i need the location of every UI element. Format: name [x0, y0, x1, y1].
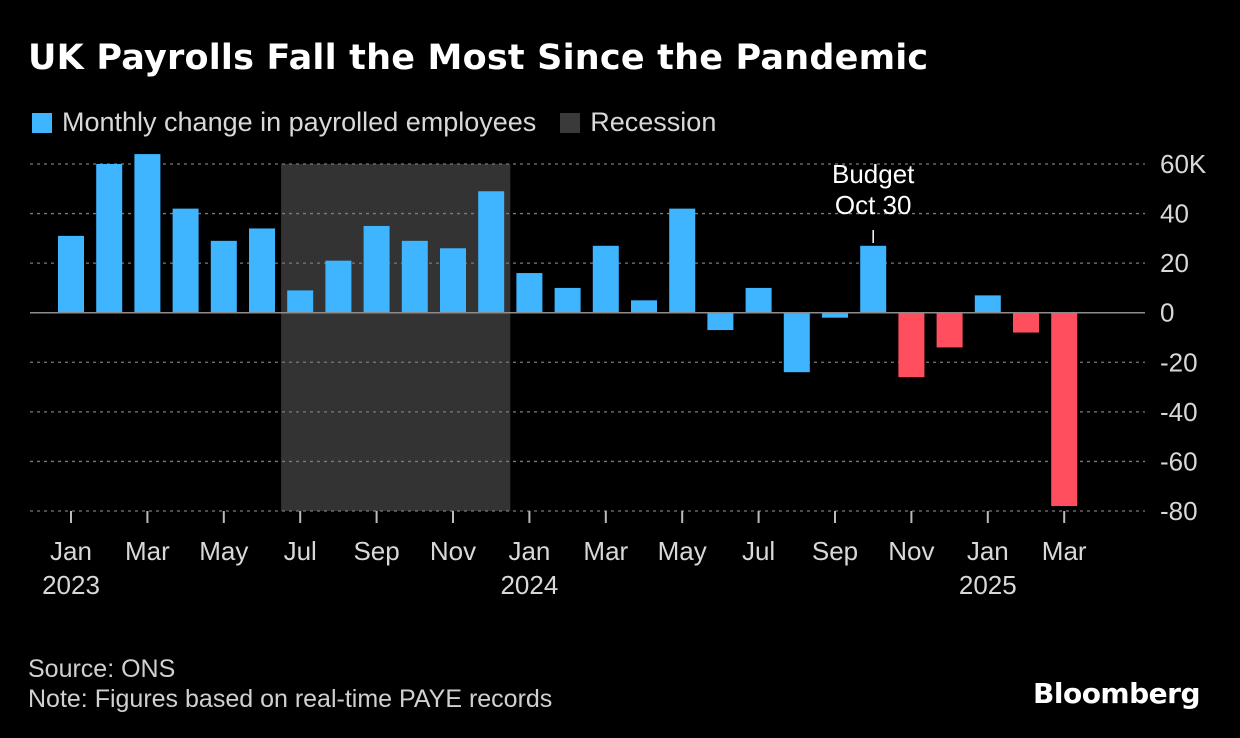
y-tick-label: -60 [1160, 446, 1198, 476]
annotation-budget: Budget [832, 159, 915, 189]
bar [325, 260, 352, 313]
bar [1013, 312, 1039, 333]
bar [898, 312, 925, 378]
x-tick-label: May [199, 536, 248, 566]
source-note: Source: ONS [28, 655, 176, 683]
bar [745, 287, 772, 313]
bar [363, 225, 390, 313]
legend-item-series: Monthly change in payrolled employees [32, 107, 536, 138]
footer-notes: Source: ONS Note: Figures based on real-… [28, 654, 552, 714]
bar [974, 295, 1001, 313]
y-tick-label: 40 [1160, 199, 1189, 229]
bar [783, 312, 810, 373]
y-tick-label: -80 [1160, 496, 1198, 526]
x-tick-year: 2025 [959, 570, 1017, 600]
y-tick-label: 60K [1160, 149, 1207, 179]
x-tick-label: Jul [742, 536, 775, 566]
legend-swatch-recession [560, 112, 581, 133]
x-tick-label: May [658, 536, 707, 566]
legend-label-recession: Recession [590, 107, 717, 137]
chart-plot: 60K 40 20 0 -20 -40 -60 -80 Jan 2023 Mar May Jul Sep N… [30, 149, 1207, 600]
y-tick-label: -40 [1160, 397, 1198, 427]
bloomberg-logo: Bloomberg [1033, 677, 1200, 710]
x-tick-label: Jan [50, 536, 92, 566]
y-tick-label: 0 [1160, 298, 1174, 328]
bar [134, 154, 161, 313]
bar [96, 164, 123, 313]
bar [860, 245, 887, 313]
legend-label-series: Monthly change in payrolled employees [62, 107, 537, 137]
bar [210, 240, 237, 313]
bar [287, 290, 314, 313]
bar [516, 273, 543, 313]
x-tick-label: Nov [430, 536, 476, 566]
x-tick-label: Jan [967, 536, 1009, 566]
bar [58, 235, 84, 313]
x-tick-label: Nov [888, 536, 934, 566]
bar [631, 300, 657, 313]
bar [440, 248, 466, 313]
x-tick-label: Mar [583, 536, 628, 566]
chart-title: UK Payrolls Fall the Most Since the Pand… [28, 38, 929, 78]
x-tick-label: Jan [508, 536, 550, 566]
legend-item-recession: Recession [560, 107, 716, 138]
bar [172, 208, 199, 313]
x-tick-year: 2023 [42, 570, 100, 600]
bar [936, 312, 963, 348]
bar [401, 240, 428, 313]
x-tick-label: Mar [1042, 536, 1087, 566]
x-tick-label: Sep [353, 536, 399, 566]
x-tick-year: 2024 [500, 570, 558, 600]
y-tick-label: 20 [1160, 248, 1189, 278]
bar [1051, 312, 1078, 507]
legend-swatch-series [32, 112, 52, 133]
bar [669, 208, 696, 313]
recession-band [281, 164, 511, 511]
bar [249, 228, 275, 313]
bar [478, 191, 505, 313]
x-tick-label: Jul [284, 536, 317, 566]
bar [592, 245, 619, 313]
legend: Monthly change in payrolled employees Re… [32, 107, 740, 138]
bar [554, 287, 581, 313]
note-text: Note: Figures based on real-time PAYE re… [28, 685, 553, 713]
bar [707, 312, 734, 331]
x-tick-label: Sep [812, 536, 858, 566]
bar [822, 312, 848, 318]
annotation-date: Oct 30 [835, 190, 912, 220]
x-tick-label: Mar [125, 536, 170, 566]
y-tick-label: -20 [1160, 347, 1198, 377]
